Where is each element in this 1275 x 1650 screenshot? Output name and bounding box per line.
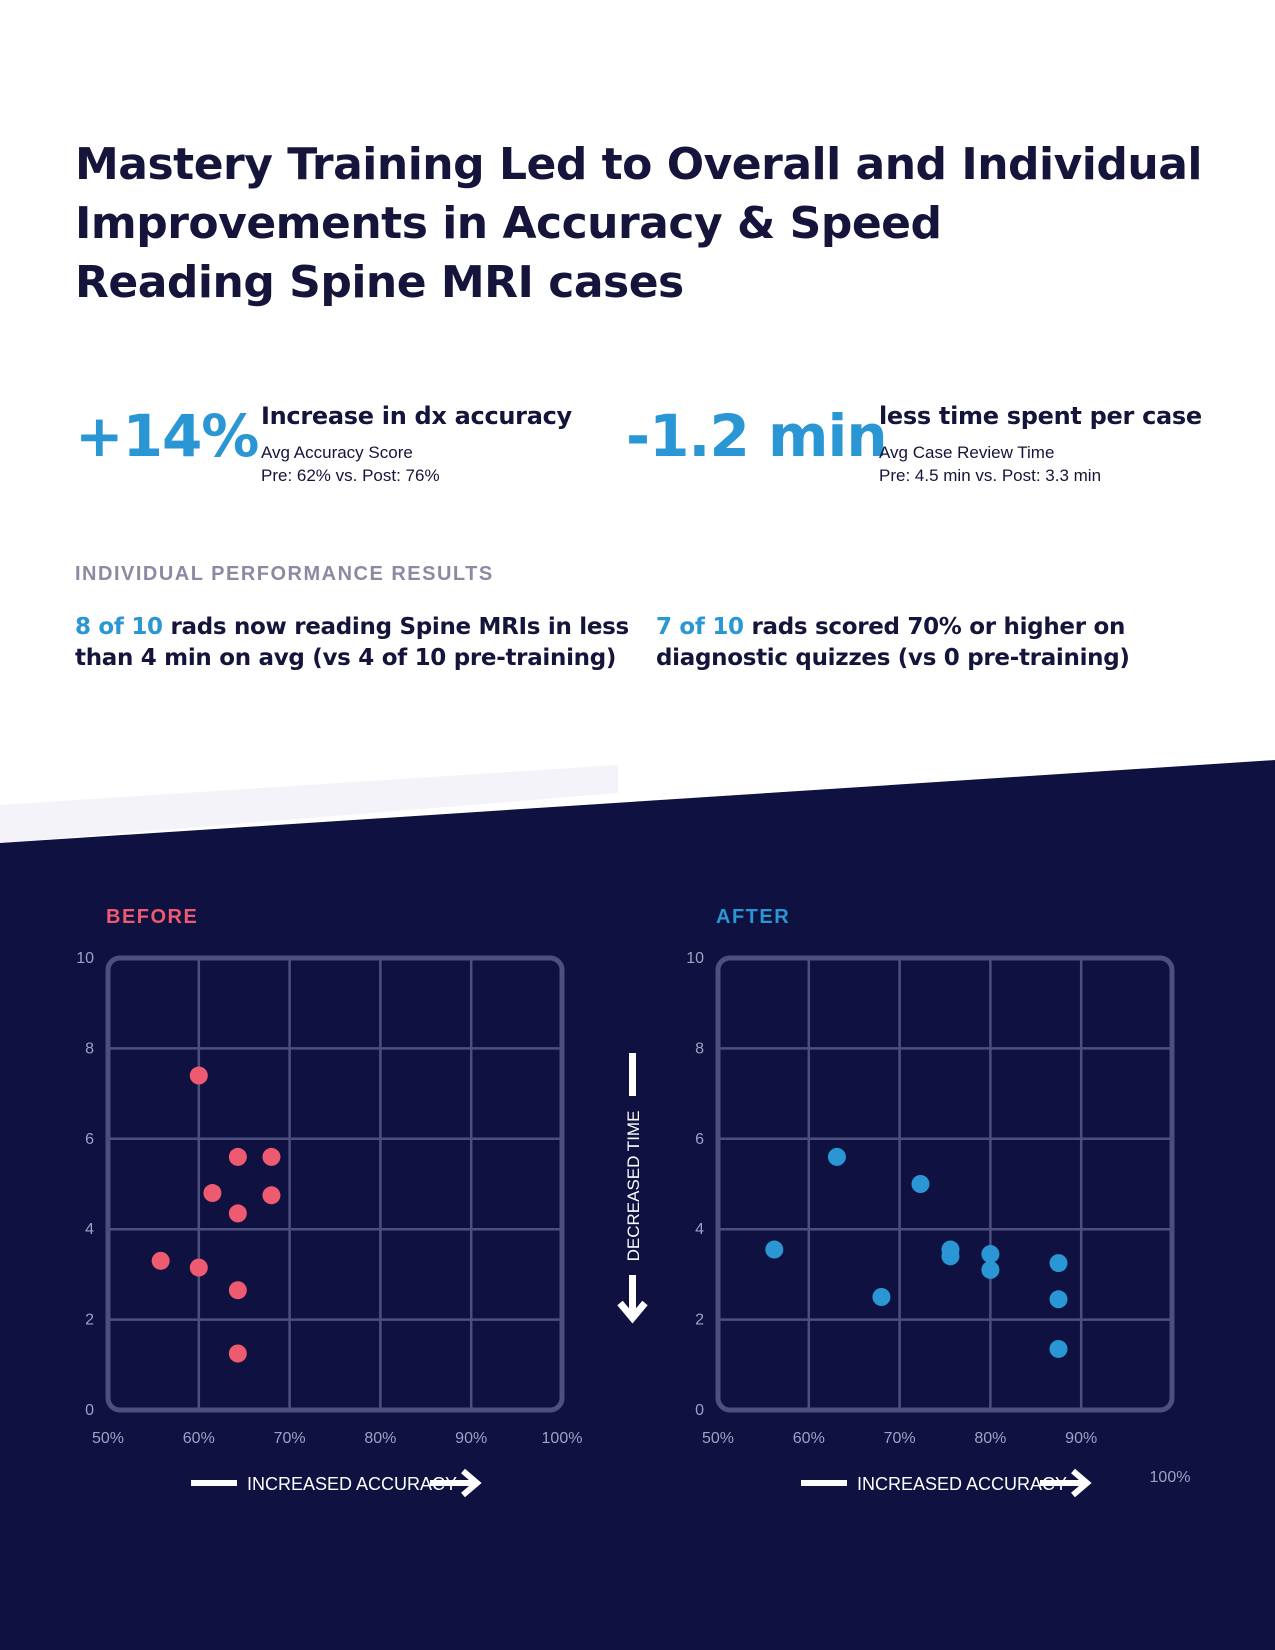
navy-panel <box>0 760 1275 1650</box>
after-x-tick-label: 60% <box>793 1430 825 1447</box>
time-stat-value: -1.2 min <box>626 402 888 470</box>
after-chart-title: AFTER <box>716 906 790 928</box>
before-plot-frame <box>105 955 565 1413</box>
after-data-point <box>1049 1254 1068 1273</box>
result-speed: 8 of 10 rads now reading Spine MRIs in l… <box>75 612 635 674</box>
accuracy-stat-sub1: Avg Accuracy Score <box>261 443 413 462</box>
before-y-tick-label: 4 <box>85 1221 94 1238</box>
after-plot-frame <box>715 955 1175 1413</box>
after-x-tick-label: 100% <box>1150 1469 1191 1486</box>
before-data-point <box>228 1204 247 1223</box>
after-arrow-right-icon <box>1040 1468 1092 1498</box>
arrow-down-icon <box>617 1275 648 1324</box>
after-y-tick-label: 0 <box>695 1402 704 1419</box>
result-speed-text: rads now reading Spine MRIs in less than… <box>75 614 629 671</box>
before-y-tick-label: 0 <box>85 1402 94 1419</box>
before-x-tick-label: 60% <box>183 1430 215 1447</box>
time-stat-headline: less time spent per case <box>879 402 1202 430</box>
after-data-point <box>911 1175 930 1193</box>
before-data-point <box>228 1281 247 1300</box>
after-data-point <box>1049 1290 1068 1309</box>
after-x-tick-label: 70% <box>884 1430 916 1447</box>
light-band <box>0 765 618 843</box>
before-x-tick-label: 100% <box>542 1430 583 1447</box>
before-data-point <box>189 1258 208 1277</box>
before-x-tick-label: 90% <box>455 1430 487 1447</box>
after-x-axis-label: INCREASED ACCURACY <box>857 1474 1067 1494</box>
before-x-tick-label: 80% <box>364 1430 396 1447</box>
before-arrow-right-icon <box>430 1468 482 1498</box>
after-data-point <box>872 1288 891 1306</box>
after-y-tick-label: 8 <box>695 1040 704 1057</box>
decreased-time-line <box>629 1053 636 1096</box>
accuracy-stat-value: +14% <box>75 402 259 470</box>
after-data-point <box>981 1245 1000 1264</box>
before-x-tick-label: 70% <box>274 1430 306 1447</box>
time-stat-sub1: Avg Case Review Time <box>879 443 1055 462</box>
before-data-point <box>228 1344 247 1363</box>
after-y-tick-label: 6 <box>695 1131 704 1148</box>
before-data-point <box>228 1147 247 1166</box>
after-y-tick-label: 4 <box>695 1221 704 1238</box>
after-data-point <box>981 1260 1000 1279</box>
page-title: Mastery Training Led to Overall and Indi… <box>75 135 1202 312</box>
result-speed-highlight: 8 of 10 <box>75 614 163 640</box>
after-data-point <box>765 1240 784 1259</box>
title-line-3: Reading Spine MRI cases <box>75 257 684 308</box>
time-stat-sub2: Pre: 4.5 min vs. Post: 3.3 min <box>879 466 1102 485</box>
accuracy-stat-headline: Increase in dx accuracy <box>261 402 572 430</box>
after-y-tick-label: 10 <box>686 950 704 967</box>
before-data-point <box>262 1186 281 1205</box>
before-y-tick-label: 2 <box>85 1312 94 1329</box>
before-x-axis-label: INCREASED ACCURACY <box>247 1474 457 1494</box>
after-y-tick-label: 2 <box>695 1312 704 1329</box>
before-axis-line <box>191 1480 237 1486</box>
after-x-tick-label: 50% <box>702 1430 734 1447</box>
before-data-point <box>189 1066 208 1085</box>
after-data-point <box>827 1147 846 1166</box>
after-data-point <box>941 1247 960 1266</box>
before-data-point <box>203 1184 222 1203</box>
before-data-point <box>262 1147 281 1166</box>
title-line-2: Improvements in Accuracy & Speed <box>75 198 942 249</box>
before-data-point <box>151 1251 170 1270</box>
after-axis-line <box>801 1480 847 1486</box>
title-line-1: Mastery Training Led to Overall and Indi… <box>75 139 1202 190</box>
section-label: INDIVIDUAL PERFORMANCE RESULTS <box>75 563 494 585</box>
after-x-tick-label: 90% <box>1065 1430 1097 1447</box>
before-y-tick-label: 6 <box>85 1131 94 1148</box>
before-y-tick-label: 10 <box>76 950 94 967</box>
before-y-tick-label: 8 <box>85 1040 94 1057</box>
after-data-point <box>1049 1339 1068 1358</box>
result-accuracy-highlight: 7 of 10 <box>656 614 744 640</box>
accuracy-stat-sub2: Pre: 62% vs. Post: 76% <box>261 466 440 485</box>
before-chart-title: BEFORE <box>106 906 198 928</box>
after-x-tick-label: 80% <box>974 1430 1006 1447</box>
result-accuracy: 7 of 10 rads scored 70% or higher on dia… <box>656 612 1216 674</box>
before-x-tick-label: 50% <box>92 1430 124 1447</box>
result-accuracy-text: rads scored 70% or higher on diagnostic … <box>656 614 1130 671</box>
decreased-time-label: DECREASED TIME <box>624 1111 643 1262</box>
